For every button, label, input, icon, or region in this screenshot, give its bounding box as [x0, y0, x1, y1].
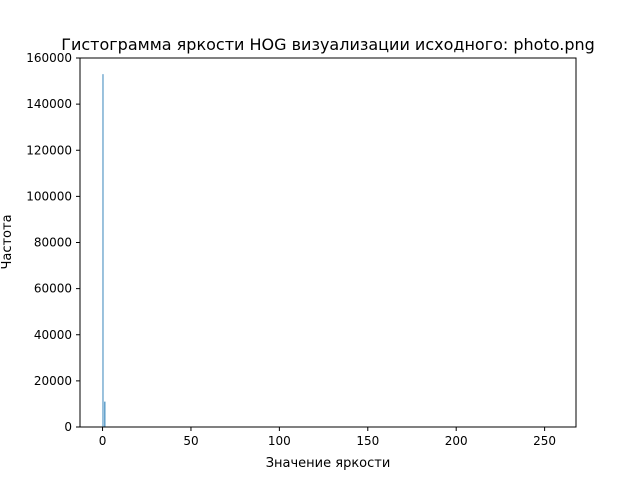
y-tick-label: 120000 [26, 143, 72, 157]
y-tick-label: 0 [64, 420, 72, 434]
y-tick-label: 140000 [26, 97, 72, 111]
plot-frame [79, 57, 577, 428]
y-tick-label: 80000 [34, 236, 72, 250]
y-tick-label: 20000 [34, 374, 72, 388]
histogram-bar [104, 401, 106, 427]
x-axis-ticks: 0 50 100 150 200 250 [99, 427, 556, 448]
y-tick-label: 40000 [34, 328, 72, 342]
y-tick-label: 160000 [26, 51, 72, 65]
y-tick-label: 60000 [34, 282, 72, 296]
x-tick-label: 50 [183, 434, 198, 448]
x-tick-label: 0 [99, 434, 107, 448]
x-tick-label: 150 [356, 434, 379, 448]
y-axis-label: Частота [0, 214, 15, 269]
y-axis-ticks: 0 20000 40000 60000 80000 100000 120000 140000 1… [26, 51, 80, 434]
x-tick-label: 200 [445, 434, 468, 448]
x-tick-label: 100 [268, 434, 291, 448]
x-tick-label: 250 [533, 434, 556, 448]
chart-title: Гистограмма яркости HOG визуализации исх… [61, 35, 595, 54]
histogram-bar [102, 74, 104, 428]
x-axis-label: Значение яркости [266, 456, 391, 471]
y-tick-label: 100000 [26, 189, 72, 203]
bars-group [102, 74, 106, 428]
